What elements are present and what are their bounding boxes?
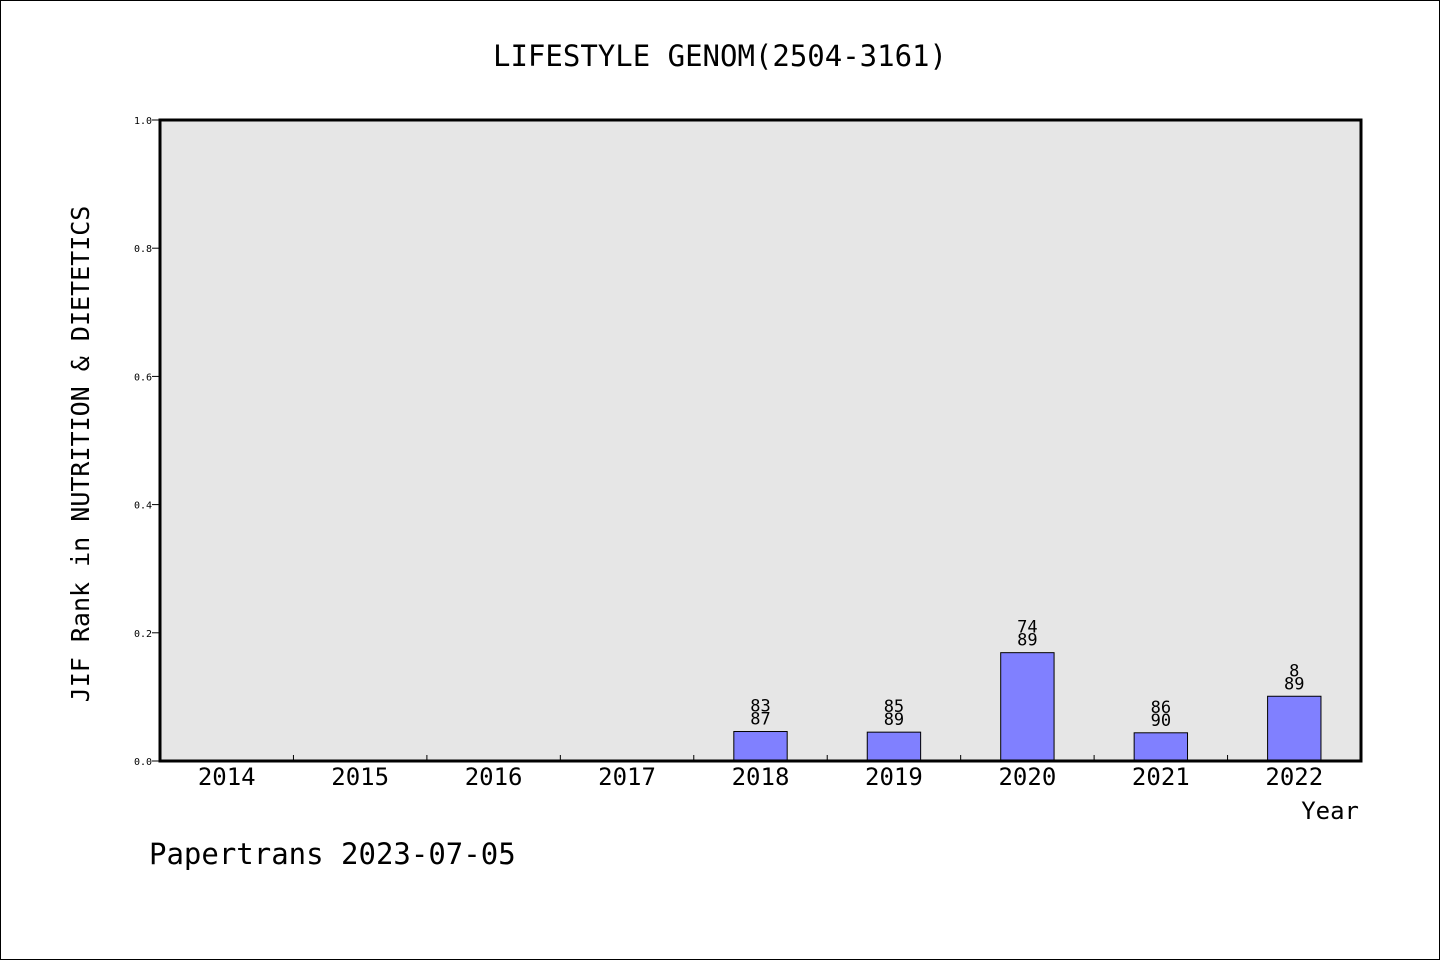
bars bbox=[733, 652, 1322, 762]
bar-label-rank: 74 bbox=[1017, 618, 1037, 638]
x-tick-label: 2022 bbox=[1265, 763, 1323, 791]
x-tick-label: 2019 bbox=[865, 763, 923, 791]
y-tick-label: 0.4 bbox=[134, 501, 152, 512]
y-tick-label: 0.0 bbox=[134, 757, 152, 768]
x-tick-label: 2016 bbox=[465, 763, 523, 791]
bar-label-rank: 86 bbox=[1151, 698, 1171, 718]
bar-2020 bbox=[1000, 652, 1055, 762]
bar-2022 bbox=[1267, 695, 1322, 762]
x-tick-label: 2018 bbox=[732, 763, 790, 791]
bar-label-total: 89 bbox=[884, 710, 904, 730]
x-tick-label: 2014 bbox=[198, 763, 256, 791]
bar-label-total: 89 bbox=[1284, 674, 1304, 694]
bar-label-rank: 85 bbox=[884, 697, 904, 717]
x-tick-label: 2020 bbox=[998, 763, 1056, 791]
y-tick-label: 0.6 bbox=[134, 372, 152, 383]
x-tick-label: 2015 bbox=[331, 763, 389, 791]
x-tick-label: 2017 bbox=[598, 763, 656, 791]
footer-text: Papertrans 2023-07-05 bbox=[149, 837, 516, 871]
x-ticks: 2014 2015 2016 2017 2018 2019 2020 2021 2022 bbox=[198, 755, 1323, 791]
x-tick-label: 2021 bbox=[1132, 763, 1190, 791]
y-axis-label: JIF Rank in NUTRITION & DIETETICS bbox=[66, 206, 95, 703]
bar-label-total: 87 bbox=[750, 710, 770, 730]
chart-title: LIFESTYLE GENOM(2504-3161) bbox=[493, 39, 947, 73]
x-axis-label: Year bbox=[1301, 797, 1359, 825]
bar-2018 bbox=[733, 731, 788, 762]
y-tick-label: 0.2 bbox=[134, 629, 152, 640]
y-ticks: 0.0 0.2 0.4 0.6 0.8 1.0 bbox=[134, 116, 160, 768]
bar-label-total: 89 bbox=[1017, 631, 1037, 651]
y-tick-label: 0.8 bbox=[134, 244, 152, 255]
y-tick-label: 1.0 bbox=[134, 116, 152, 127]
plot-area bbox=[160, 120, 1361, 761]
plot-border bbox=[158, 118, 1363, 763]
bar-label-total: 90 bbox=[1151, 711, 1171, 731]
bar-label-rank: 83 bbox=[750, 697, 770, 717]
bar-label-rank: 8 bbox=[1289, 661, 1299, 681]
bar-2021 bbox=[1133, 732, 1189, 762]
bar-2019 bbox=[866, 731, 922, 762]
